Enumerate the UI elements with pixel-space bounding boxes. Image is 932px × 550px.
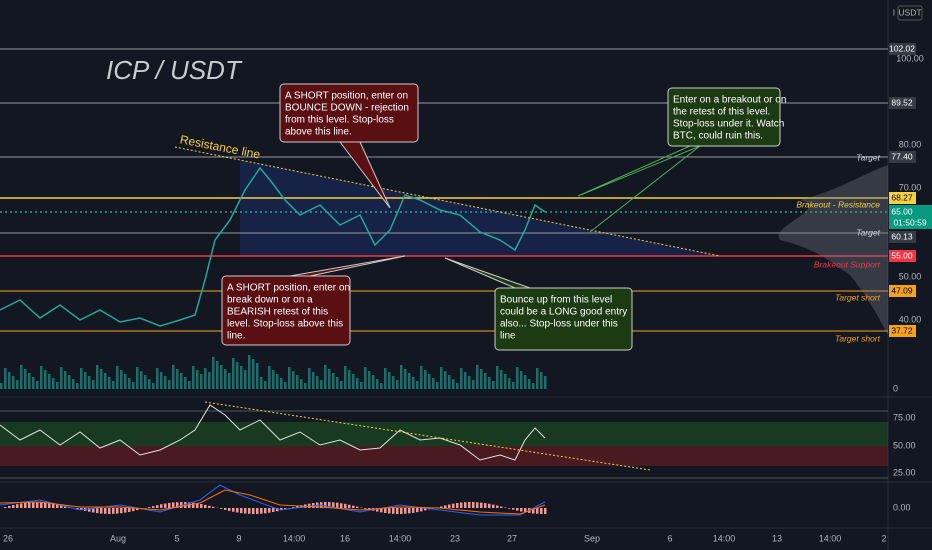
annotation-line: the retest of this level.: [673, 107, 770, 118]
label: 65.00: [891, 206, 913, 216]
label: 70.00: [899, 182, 922, 192]
label: 102.02: [889, 43, 915, 53]
annotation-line: Enter on a breakout or on: [673, 95, 786, 106]
macd-tick: 0.00: [893, 502, 911, 512]
level-name: Brakeout - Resistance: [796, 199, 880, 209]
label: 14:00: [713, 533, 736, 543]
level-name: Target: [856, 227, 880, 237]
annotation-line: Bounce up from this level: [500, 295, 612, 306]
price-line: [0, 166, 546, 327]
level-name: Target short: [835, 292, 881, 302]
label: 6: [667, 533, 672, 543]
time-axis: 26 Aug 5 9 14:00 16 14:00 23 27 Sep 6 14:00 13…: [3, 533, 887, 543]
label: 01:50:59: [893, 217, 926, 227]
annotation-line: line.: [227, 331, 245, 342]
label: 80.00: [899, 139, 922, 149]
label: 27: [507, 533, 517, 543]
label: 68.27: [891, 192, 913, 202]
label: 40.00: [899, 314, 922, 324]
macd-histogram: [0, 502, 547, 514]
label: 47.09: [891, 285, 913, 295]
rsi-tick: 25.00: [893, 467, 916, 477]
rsi-lower-band: [0, 446, 888, 466]
label: 9: [236, 533, 241, 543]
label: 23: [450, 533, 460, 543]
annotation-line: line: [500, 331, 516, 342]
annotation-line: from this level. Stop-loss: [285, 115, 394, 126]
label: 14:00: [283, 533, 306, 543]
currency: USDT: [898, 7, 921, 17]
annotation-line: BOUNCE DOWN - rejection: [285, 103, 409, 114]
volume-bars: [0, 355, 547, 389]
signal-line: [0, 489, 546, 515]
annotation-line: could be a LONG good entry: [500, 307, 627, 318]
annotation-line: A SHORT position, enter on: [285, 91, 408, 102]
annotation-line: level. Stop-loss above this: [227, 319, 343, 330]
price-level-labels: 102.02 89.52 77.40 68.27 65.00 01:50:59 …: [889, 43, 932, 337]
label: 14:00: [819, 533, 842, 543]
annotation-line: BEARISH retest of this: [227, 307, 328, 318]
price-ticks: 100.00 80.00 70.00 50.00 40.00: [896, 53, 924, 324]
label: 100.00: [896, 53, 924, 63]
title: ICP / USDT: [106, 55, 243, 85]
label: Sep: [584, 533, 600, 543]
label: 89.52: [891, 97, 913, 107]
label: 16: [340, 533, 350, 543]
level-name: Target: [856, 152, 880, 162]
annotation-line: BTC, could ruin this.: [673, 131, 763, 142]
currency-box: [897, 5, 923, 21]
label: Aug: [110, 533, 126, 543]
annotation-line: A SHORT position, enter on: [227, 283, 350, 294]
rsi-tick: 75.00: [893, 412, 916, 422]
rsi-tick: 50.00: [893, 440, 916, 450]
rsi-upper-band: [0, 422, 888, 446]
rsi-line: [0, 404, 546, 461]
rsi-trendline: [204, 401, 651, 471]
annotation-line: also... Stop-loss under this: [500, 319, 618, 330]
label: 5: [174, 533, 179, 543]
label: 37.72: [891, 325, 913, 335]
label: 77.40: [891, 151, 913, 161]
label: 26: [3, 533, 13, 543]
resistance-line: [174, 146, 721, 257]
label: 14:00: [389, 533, 412, 543]
callouts: [221, 83, 781, 351]
volume-profile: [778, 165, 888, 335]
label: 60.13: [891, 231, 913, 241]
log-toggle[interactable]: l: [893, 7, 895, 17]
label: 50.00: [899, 271, 922, 281]
annotation-line: above this line.: [285, 127, 352, 138]
level-name: Target short: [835, 333, 881, 343]
level-name: Brakeout Support: [814, 259, 881, 269]
callout-pointers: [289, 141, 701, 289]
annotation-line: Stop-loss under it. Watch: [673, 119, 784, 130]
label: 2: [881, 533, 886, 543]
label: 13: [772, 533, 782, 543]
annotation-line: break down or on a: [227, 295, 313, 306]
label: 55.00: [891, 250, 913, 260]
volume-axis-label: 0: [893, 383, 898, 393]
